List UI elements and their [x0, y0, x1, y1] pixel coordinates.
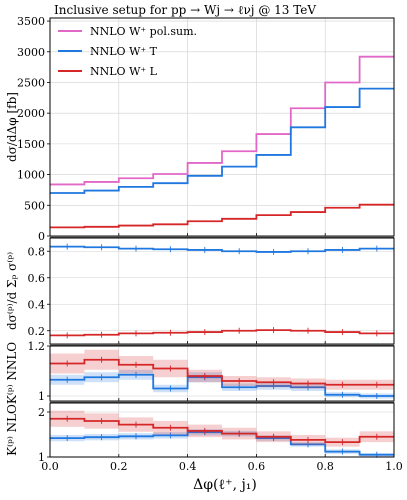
panel-main: 0 500 1000 1500 2000 2500 3000 3500 dσ/dΔφ [fb] N…	[5, 15, 395, 243]
figure-title: Inclusive setup for pp → Wj → ℓνj @ 13 T…	[54, 3, 316, 17]
series-line-longitudinal	[50, 203, 394, 229]
x-tick-label: 0.0	[41, 460, 59, 473]
y-tick-label: 1.2	[28, 340, 46, 353]
panel-frame	[49, 237, 395, 345]
y-tick-label: 0.2	[28, 325, 46, 338]
y-axis-label: K⁽ᵖ⁾ NNLO	[5, 342, 19, 404]
series-line-pol_sum	[50, 55, 394, 186]
y-tick-label: 0.4	[28, 298, 46, 311]
legend-label-longitudinal: NNLO W⁺ L	[90, 65, 158, 78]
y-tick-label: 2	[38, 406, 45, 419]
y-tick-label: 0.8	[28, 245, 46, 258]
x-tick-label: 0.8	[316, 460, 334, 473]
x-tick-label: 0.4	[179, 460, 197, 473]
series-line-longitudinal	[50, 358, 394, 386]
legend-label-transverse: NNLO W⁺ T	[90, 45, 158, 58]
x-tick-label: 0.6	[248, 460, 266, 473]
y-tick-label: 1500	[17, 138, 45, 151]
y-tick-label: 0	[38, 230, 45, 243]
series-line-transverse	[50, 373, 394, 397]
panel-K_NLO: 1 2 K⁽ᵖ⁾ NLO	[5, 402, 395, 464]
y-tick-label: 0.6	[28, 272, 46, 285]
series-line-longitudinal	[50, 417, 394, 444]
panel-K_NNLO: 1 1.2 K⁽ᵖ⁾ NNLO	[5, 340, 395, 404]
series-line-transverse	[50, 245, 394, 253]
y-tick-label: 1	[38, 390, 45, 403]
y-tick-label: 500	[24, 199, 45, 212]
series-line-longitudinal	[50, 329, 394, 337]
legend-label-pol_sum: NNLO W⁺ pol.sum.	[90, 25, 197, 38]
series-line-transverse	[50, 87, 394, 194]
y-tick-label: 2500	[17, 76, 45, 89]
y-tick-label: 3500	[17, 15, 45, 28]
y-tick-label: 2000	[17, 107, 45, 120]
y-axis-label: dσ⁽ᵖ⁾/d Σₚ σ⁽ᵖ⁾	[5, 252, 19, 330]
panel-fraction: 0.2 0.4 0.6 0.8 dσ⁽ᵖ⁾/d Σₚ σ⁽ᵖ⁾	[5, 237, 395, 347]
y-axis-label: dσ/dΔφ [fb]	[5, 92, 19, 162]
x-tick-label: 1.0	[385, 460, 403, 473]
legend: NNLO W⁺ pol.sum. NNLO W⁺ T NNLO W⁺ L	[58, 25, 197, 78]
y-tick-label: 3000	[17, 46, 45, 59]
y-tick-label: 1000	[17, 169, 45, 182]
x-axis-label: Δφ(ℓ⁺, j₁)	[193, 477, 257, 493]
y-axis-label: K⁽ᵖ⁾ NLO	[5, 404, 19, 456]
x-tick-label: 0.2	[110, 460, 128, 473]
y-tick-label: 1	[38, 451, 45, 464]
panel-frame	[49, 402, 395, 458]
